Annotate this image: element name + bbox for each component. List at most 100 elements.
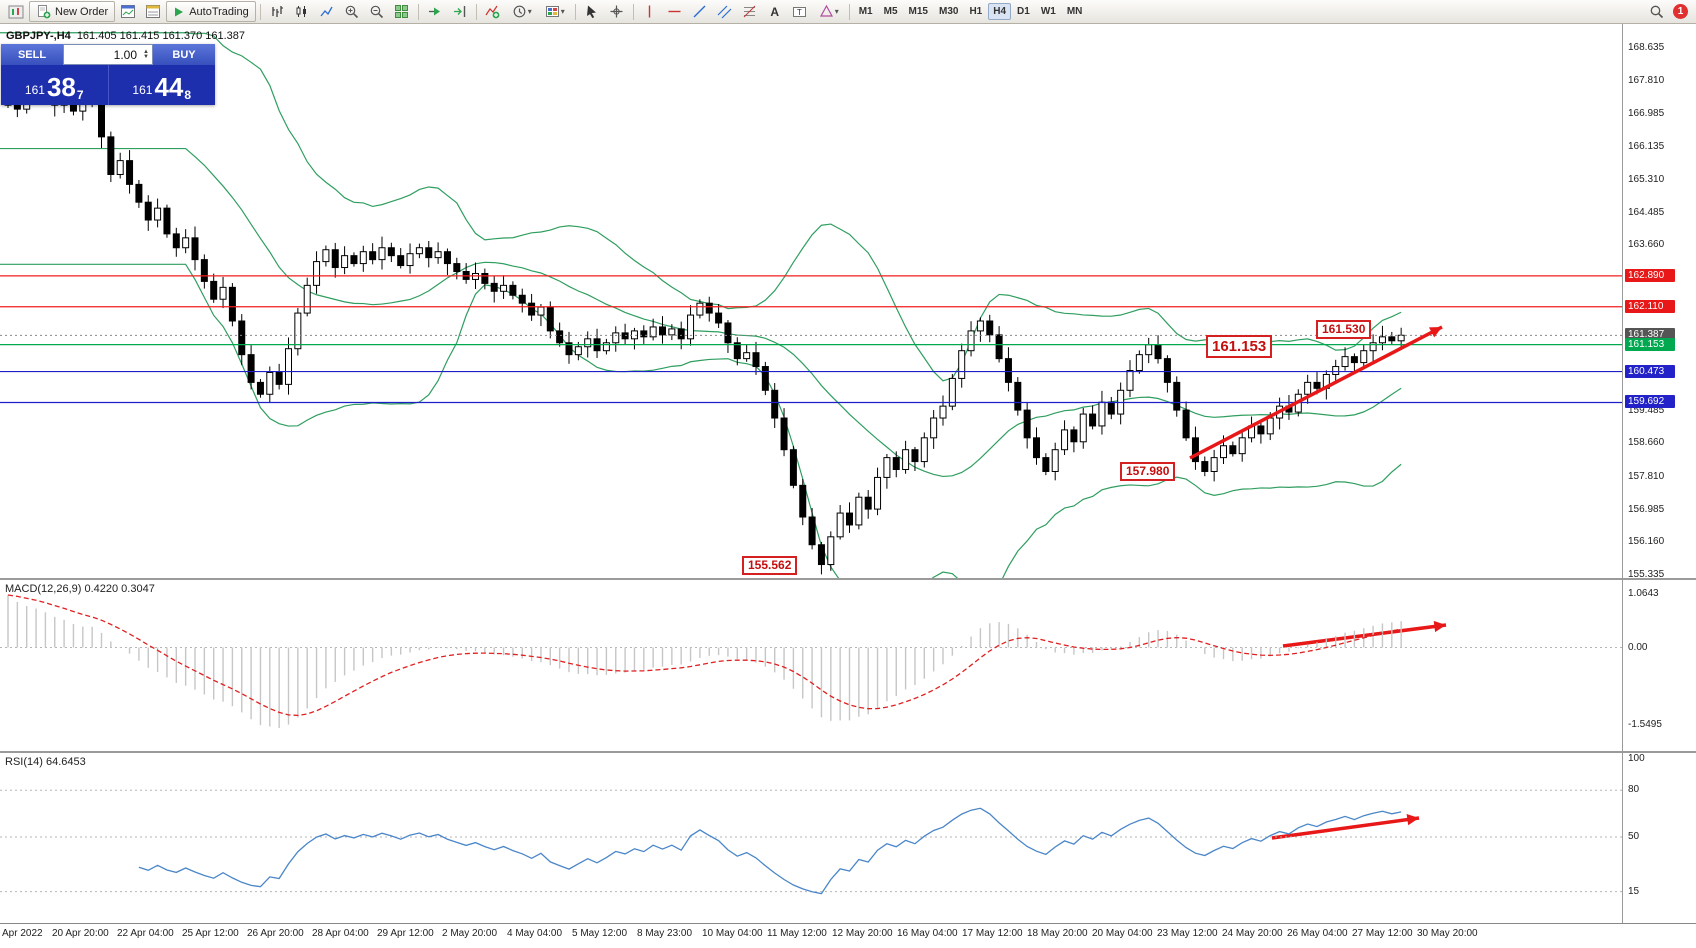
horizontal-line-icon[interactable] [663,1,687,22]
dropdown-caret[interactable]: ▾ [560,7,565,16]
rsi-axis-label: 15 [1628,885,1640,897]
ask-prefix: 161 [132,83,153,97]
timeframe-m1[interactable]: M1 [858,6,873,17]
ask-price[interactable]: 161 44 8 [109,65,216,105]
price-axis-badge: 161.153 [1625,337,1675,351]
indicators-icon[interactable] [481,1,505,22]
trend-arrow[interactable] [1271,816,1420,840]
bar-chart-icon[interactable] [265,1,289,22]
charts-icon[interactable] [116,1,140,22]
vertical-line-icon[interactable] [638,1,662,22]
time-axis-label: 10 May 04:00 [702,928,763,939]
price-axis[interactable]: 168.635 167.810 166.985 166.135 165.310 164.4… [1622,24,1696,578]
macd-axis-label: -1.5495 [1628,718,1662,730]
search-icon[interactable] [1644,1,1668,22]
price-callout[interactable]: 161.530 [1316,320,1372,339]
time-axis[interactable]: Apr 2022 20 Apr 20:00 22 Apr 04:00 25 Apr 1… [0,923,1696,948]
candlestick-plot[interactable] [0,24,1622,578]
timeframe-w1[interactable]: W1 [1040,6,1056,17]
profiles-icon[interactable] [141,1,165,22]
timeframe-m15[interactable]: M15 [908,6,928,17]
time-axis-label: 18 May 20:00 [1027,928,1088,939]
macd-panel[interactable]: 1.0643 0.00 -1.5495 MACD(12,26,9) 0.4220 0… [0,580,1696,751]
price-axis-badge: 162.110 [1625,299,1675,313]
new-order-icon [36,4,51,19]
panel-divider[interactable] [0,578,1696,580]
equidistant-channel-icon[interactable] [713,1,737,22]
timeframe-m5[interactable]: M5 [883,6,898,17]
rsi-plot[interactable] [0,753,1622,923]
bid-price[interactable]: 161 38 7 [1,65,108,105]
symbol-title: GBPJPY-,H4 [6,30,71,42]
dropdown-caret[interactable]: ▾ [834,7,839,16]
bollinger-band [0,263,1402,578]
crosshair-icon[interactable] [605,1,629,22]
time-axis-label: 8 May 23:00 [637,928,693,939]
dropdown-caret[interactable]: ▾ [527,7,532,16]
ask-big: 44 [154,72,184,102]
toolbar-separator [475,3,477,20]
templates-icon[interactable]: ▾ [539,1,571,22]
time-axis-label: Apr 2022 [2,928,43,939]
autotrading-button[interactable]: AutoTrading [166,1,256,22]
time-axis-label: 16 May 04:00 [897,928,958,939]
sell-button[interactable]: SELL [1,44,63,65]
price-callout[interactable]: 155.562 [742,556,798,575]
macd-plot[interactable] [0,580,1622,751]
tile-windows-icon[interactable] [390,1,414,22]
candlestick-chart-icon[interactable] [290,1,314,22]
cursor-icon[interactable] [580,1,604,22]
timeframe-h1[interactable]: H1 [969,6,983,17]
price-axis-label: 166.985 [1628,107,1665,119]
trend-arrow[interactable] [1189,325,1443,460]
shapes-icon[interactable]: ▾ [813,1,845,22]
bid-big: 38 [46,72,76,102]
text-label-icon[interactable]: T [788,1,812,22]
svg-text:T: T [797,8,802,17]
line-chart-icon[interactable] [315,1,339,22]
auto-scroll-icon[interactable] [423,1,447,22]
timeframe-mn[interactable]: MN [1066,6,1083,17]
toolbar-separator [632,3,634,20]
volume-input[interactable]: 1.00 ▲ ▼ [63,44,153,65]
periods-icon[interactable]: ▾ [506,1,538,22]
fibonacci-icon[interactable] [738,1,762,22]
text-icon[interactable]: A [770,4,780,19]
new-order-button[interactable]: New Order [29,1,116,22]
buy-button[interactable]: BUY [153,44,215,65]
price-axis-label: 167.810 [1628,75,1665,87]
rsi-axis[interactable]: 100 80 50 15 [1622,753,1696,923]
notification-badge[interactable]: 1 [1673,4,1688,19]
price-axis-label: 164.485 [1628,206,1665,218]
one-click-trading-panel: SELL 1.00 ▲ ▼ BUY 161 38 7 161 44 8 [1,44,215,105]
price-callout[interactable]: 161.153 [1206,335,1273,358]
price-callout[interactable]: 157.980 [1120,462,1176,481]
timeframe-m30[interactable]: M30 [938,6,959,17]
timeframe-d1[interactable]: D1 [1017,6,1030,17]
price-divider [107,65,109,105]
zoom-in-icon[interactable] [340,1,364,22]
rsi-axis-label: 50 [1628,831,1640,842]
toolbar-separator [574,3,576,20]
autotrading-label: AutoTrading [189,5,249,18]
chart-shift-icon[interactable] [448,1,472,22]
bollinger-band [0,32,1402,382]
time-axis-label: 24 May 20:00 [1222,928,1283,939]
trend-arrow[interactable] [1282,623,1447,648]
bollinger-band [0,147,1402,478]
macd-axis[interactable]: 1.0643 0.00 -1.5495 [1622,580,1696,751]
trendline-icon[interactable] [688,1,712,22]
rsi-panel[interactable]: 100 80 50 15 RSI(14) 64.6453 [0,753,1696,923]
app-icon [4,1,28,22]
price-axis-label: 166.135 [1628,141,1665,153]
timeframe-h4[interactable]: H4 [988,3,1012,20]
time-axis-label: 5 May 12:00 [572,928,628,939]
zoom-out-icon[interactable] [365,1,389,22]
panel-divider[interactable] [0,751,1696,753]
time-axis-label: 26 Apr 20:00 [247,928,304,939]
time-axis-label: 25 Apr 12:00 [182,928,239,939]
toolbar-separator [259,3,261,20]
price-axis-label: 156.160 [1628,536,1665,548]
volume-spinner[interactable]: ▲ ▼ [143,48,149,60]
price-chart-panel[interactable]: 168.635 167.810 166.985 166.135 165.310 164.4… [0,24,1696,578]
